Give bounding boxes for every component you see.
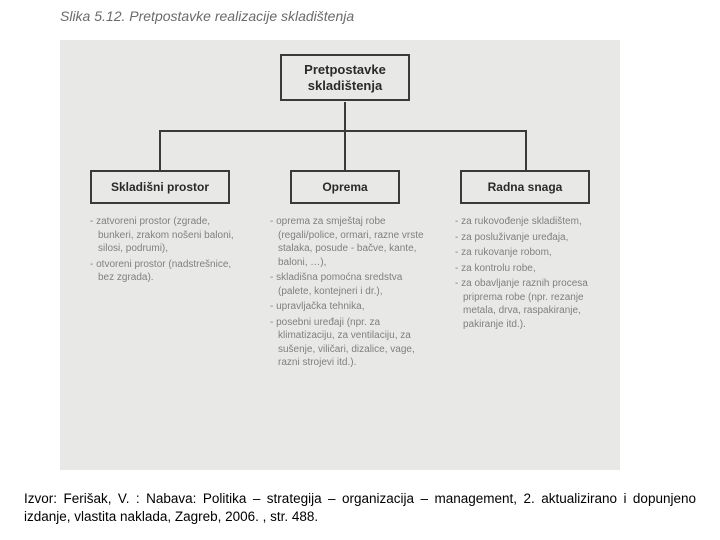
bullet-item: - oprema za smještaj robe (regali/police… (270, 215, 425, 269)
bullet-item: - za kontrolu robe, (455, 262, 605, 276)
bullet-item: - za rukovanje robom, (455, 246, 605, 260)
bullet-item: - posebni uređaji (npr. za klimatizaciju… (270, 316, 425, 370)
child-node-oprema: Oprema (290, 170, 400, 204)
child-node-radna-snaga: Radna snaga (460, 170, 590, 204)
bullet-list-skladisni-prostor: - zatvoreni prostor (zgrade, bunkeri, zr… (90, 215, 240, 287)
connector-line (525, 130, 527, 170)
bullet-list-oprema: - oprema za smještaj robe (regali/police… (270, 215, 425, 372)
bullet-list-radna-snaga: - za rukovođenje skladištem, - za posluž… (455, 215, 605, 333)
bullet-item: - za obavljanje raznih procesa priprema … (455, 277, 605, 331)
connector-line (344, 130, 346, 170)
source-citation: Izvor: Ferišak, V. : Nabava: Politika – … (24, 490, 696, 526)
figure-title: Slika 5.12. Pretpostavke realizacije skl… (60, 8, 354, 24)
org-chart: Pretpostavke skladištenja Skladišni pros… (60, 40, 620, 470)
child-node-skladisni-prostor: Skladišni prostor (90, 170, 230, 204)
bullet-item: - skladišna pomoćna sredstva (palete, ko… (270, 271, 425, 298)
connector-line (159, 130, 161, 170)
bullet-item: - upravljačka tehnika, (270, 300, 425, 314)
connector-line (344, 102, 346, 130)
bullet-item: - zatvoreni prostor (zgrade, bunkeri, zr… (90, 215, 240, 256)
root-node: Pretpostavke skladištenja (280, 54, 410, 101)
bullet-item: - otvoreni prostor (nadstrešnice, bez zg… (90, 258, 240, 285)
bullet-item: - za rukovođenje skladištem, (455, 215, 605, 229)
connector-line (159, 130, 527, 132)
bullet-item: - za posluživanje uređaja, (455, 231, 605, 245)
